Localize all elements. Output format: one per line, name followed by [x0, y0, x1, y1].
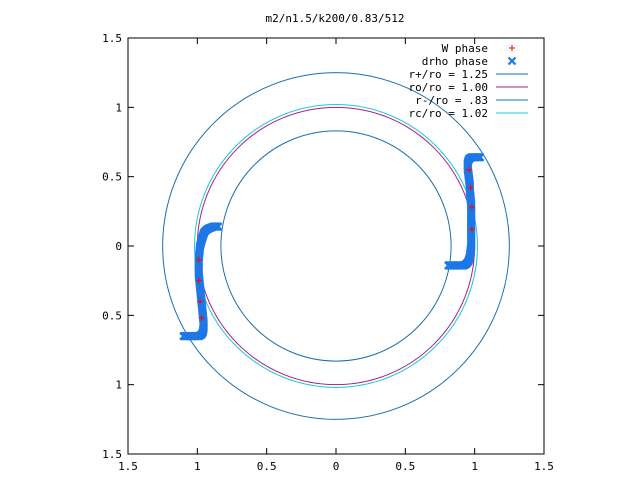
circle-r- [220, 130, 452, 362]
w-phase-point [198, 315, 205, 322]
y-tick-label: 0.5 [102, 171, 122, 184]
x-tick-label: 1.5 [534, 460, 554, 473]
y-tick-label: 0 [115, 240, 122, 253]
x-tick-label: 1.5 [118, 460, 138, 473]
chart-title: m2/n1.5/k200/0.83/512 [265, 12, 404, 25]
w-phase-point [467, 184, 474, 191]
legend-label: rc/ro = 1.02 [409, 107, 488, 120]
circle-rc [194, 104, 478, 388]
phase-markers [179, 152, 485, 341]
legend-label: r+/ro = 1.25 [409, 68, 488, 81]
w-phase-point [466, 166, 473, 173]
w-phase-point [197, 298, 204, 305]
reference-circles [162, 72, 510, 420]
y-tick-label: 1.5 [102, 32, 122, 45]
y-tick-label: 1.5 [102, 448, 122, 461]
w-phase-point [468, 204, 475, 211]
x-tick-label: 0.5 [395, 460, 415, 473]
y-tick-label: 1 [115, 101, 122, 114]
legend-label: r-/ro = .83 [415, 94, 488, 107]
circle-ro [196, 106, 476, 386]
legend-label: ro/ro = 1.00 [409, 81, 488, 94]
w-phase-point [195, 277, 202, 284]
w-phase-point [195, 256, 202, 263]
w-phase-point [468, 226, 475, 233]
x-tick-label: 0 [333, 460, 340, 473]
drho-phase-point [444, 261, 453, 270]
x-tick-label: 0.5 [257, 460, 277, 473]
drho-phase-point [179, 331, 188, 341]
x-tick-label: 1 [471, 460, 478, 473]
legend-drho-phase-marker [507, 56, 517, 66]
legend-w-phase-marker [509, 45, 515, 51]
legend-label: drho phase [422, 55, 488, 68]
legend-label: W phase [442, 42, 488, 55]
y-tick-label: 0.5 [102, 309, 122, 322]
y-tick-label: 1 [115, 379, 122, 392]
circle-r+ [162, 72, 510, 420]
x-tick-label: 1 [194, 460, 201, 473]
axis-ticks: 1.5 1 0.5 0 0.5 1 1.51.510.500.511.5 [102, 32, 554, 473]
